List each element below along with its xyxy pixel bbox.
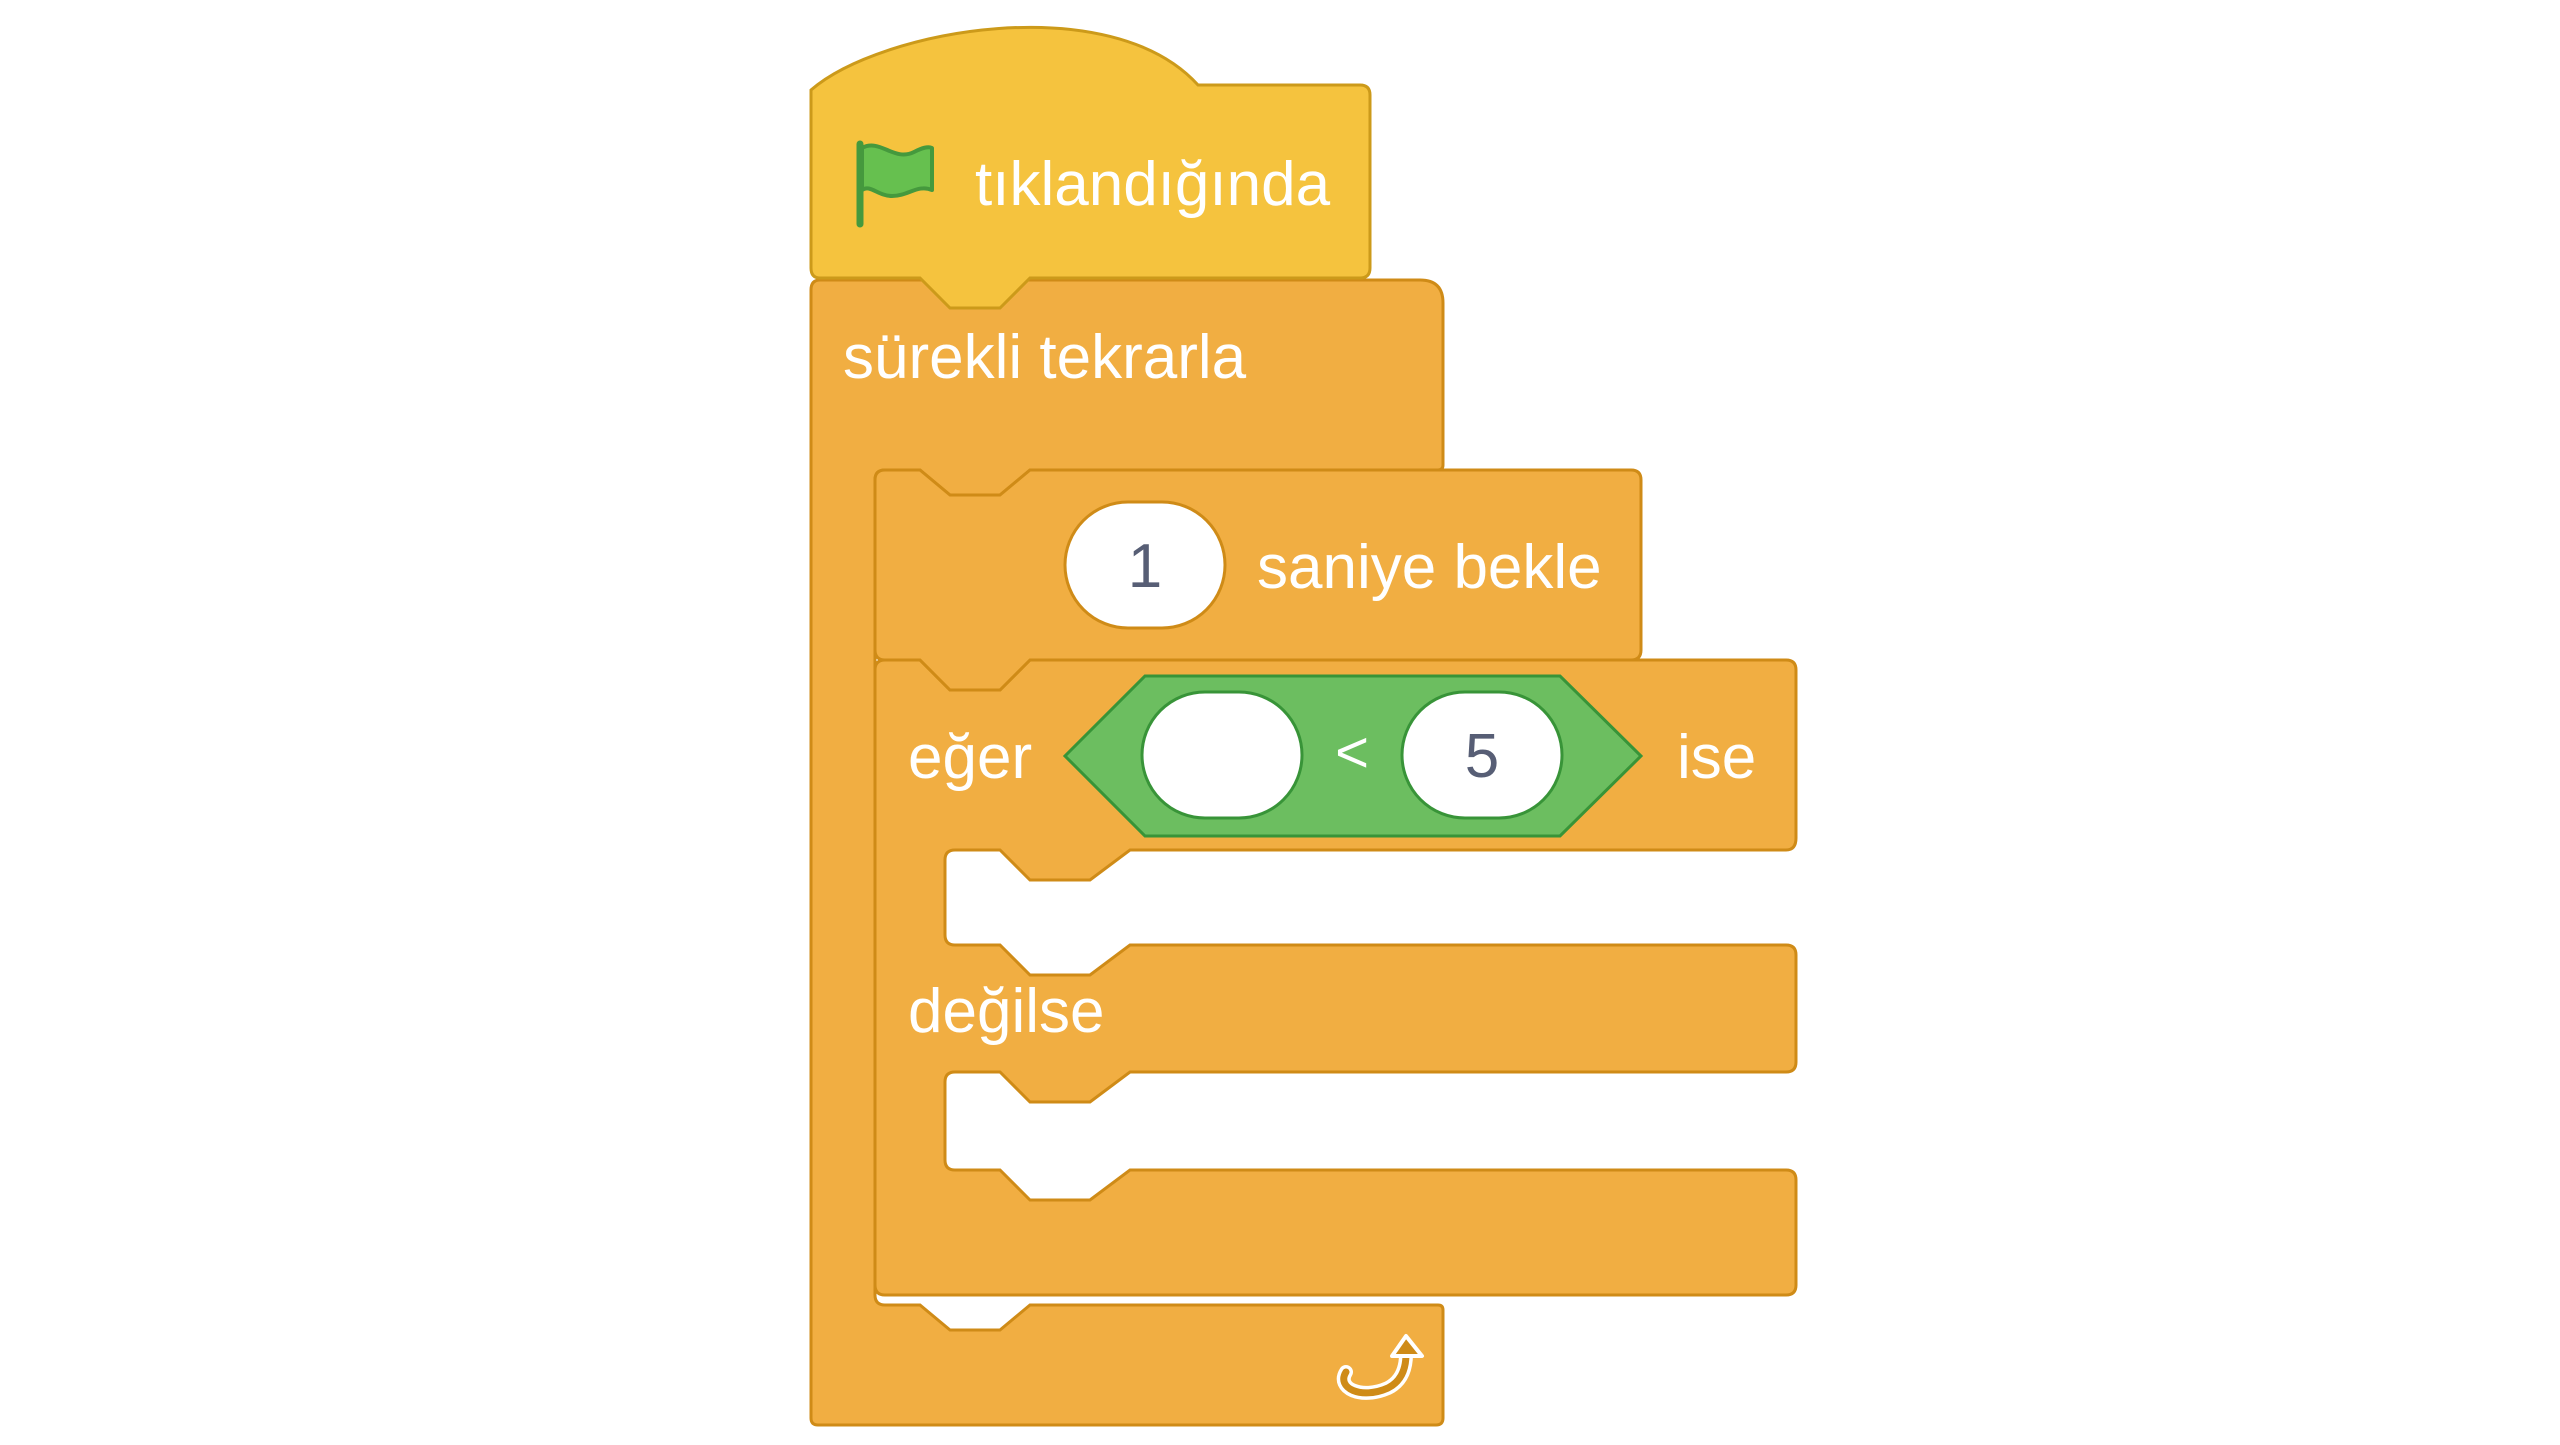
- wait-seconds-input[interactable]: [1063, 500, 1227, 630]
- right-operand-value: 5: [1465, 722, 1499, 791]
- else-label: değilse: [908, 977, 1104, 1046]
- hat-block-body: [809, 25, 1372, 310]
- when-flag-clicked-block[interactable]: tıklandığında: [809, 25, 1372, 310]
- right-operand-input[interactable]: [1400, 690, 1564, 820]
- forever-block[interactable]: sürekli tekrarla: [809, 278, 1445, 1427]
- if-else-block[interactable]: eğer ise değilse < 5: [873, 658, 1798, 1297]
- green-flag-icon: [856, 140, 934, 228]
- wait-seconds-value: 1: [1128, 532, 1162, 601]
- forever-label: sürekli tekrarla: [843, 323, 1247, 392]
- hat-label: tıklandığında: [975, 150, 1331, 219]
- less-than-operator-block[interactable]: < 5: [1062, 674, 1644, 838]
- forever-block-body: [809, 278, 1445, 1427]
- wait-block-body: [873, 468, 1643, 692]
- loop-arrow-icon: [1336, 1334, 1424, 1400]
- if-label: eğer: [908, 723, 1032, 792]
- wait-block[interactable]: 1 saniye bekle: [873, 468, 1643, 692]
- operator-symbol: <: [1335, 720, 1369, 785]
- left-operand-input[interactable]: [1140, 690, 1304, 820]
- wait-label: saniye bekle: [1257, 533, 1602, 602]
- then-label: ise: [1677, 723, 1756, 792]
